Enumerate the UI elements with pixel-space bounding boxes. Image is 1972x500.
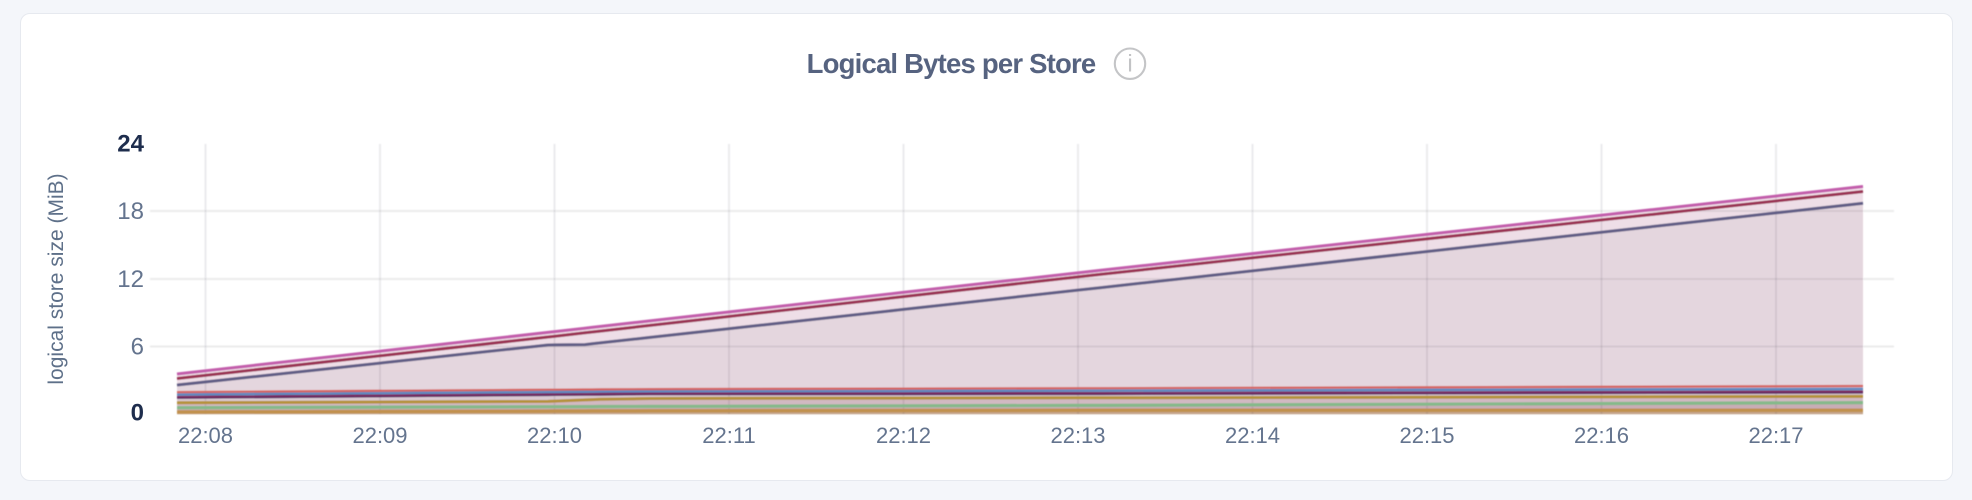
svg-text:18: 18 — [117, 198, 144, 225]
svg-text:22:17: 22:17 — [1748, 423, 1803, 448]
svg-text:22:13: 22:13 — [1050, 423, 1105, 448]
svg-text:0: 0 — [131, 400, 144, 427]
svg-text:12: 12 — [117, 266, 144, 293]
svg-text:22:08: 22:08 — [178, 423, 233, 448]
svg-text:22:11: 22:11 — [702, 423, 755, 448]
svg-text:22:09: 22:09 — [352, 423, 407, 448]
svg-text:22:15: 22:15 — [1399, 423, 1454, 448]
svg-text:i: i — [1127, 51, 1132, 78]
svg-text:Logical Bytes per Store: Logical Bytes per Store — [807, 48, 1096, 79]
svg-text:22:12: 22:12 — [876, 423, 931, 448]
svg-text:24: 24 — [117, 131, 144, 158]
svg-text:6: 6 — [131, 334, 144, 361]
svg-text:logical store size (MiB): logical store size (MiB) — [45, 173, 68, 384]
svg-text:22:10: 22:10 — [527, 423, 582, 448]
svg-text:22:14: 22:14 — [1225, 423, 1280, 448]
svg-text:22:16: 22:16 — [1574, 423, 1629, 448]
